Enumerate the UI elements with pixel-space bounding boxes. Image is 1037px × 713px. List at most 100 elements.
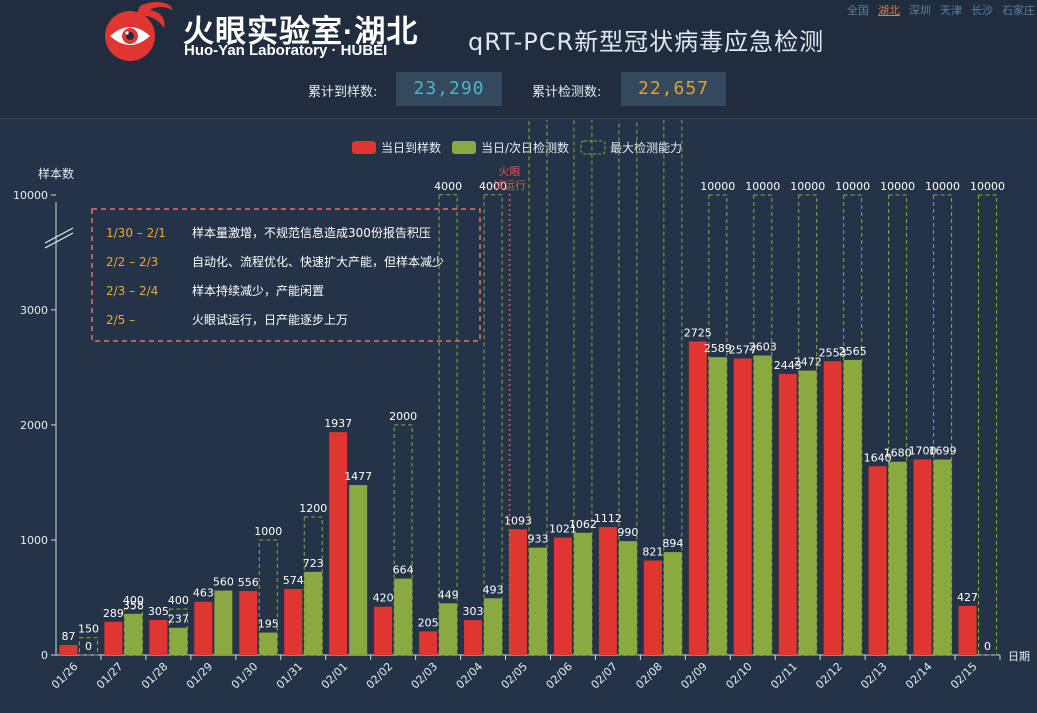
city-tab-2[interactable]: 深圳 [909, 4, 931, 17]
tested-bar-12 [618, 541, 637, 655]
y-tick-label-3: 3000 [20, 304, 48, 317]
capacity-label-16: 10000 [790, 180, 825, 193]
received-total-value: 23,290 [396, 72, 502, 106]
tested-label-8: 449 [438, 588, 459, 601]
trial-marker-label-1: 火眼 [499, 165, 521, 178]
received-label-7: 420 [373, 592, 394, 605]
annotation-text-3: 火眼试运行，日产能逐步上万 [192, 312, 348, 327]
city-tab-1[interactable]: 湖北 [878, 4, 900, 17]
x-tick-label-1: 01/27 [94, 660, 126, 692]
capacity-bar-13 [663, 120, 683, 656]
received-bar-3 [194, 601, 213, 655]
y-tick-label-2: 2000 [20, 419, 48, 432]
legend-label-1: 当日/次日检测数 [481, 140, 569, 155]
x-tick-label-14: 02/09 [678, 660, 710, 692]
daily-testing-chart: 当日到样数 当日/次日检测数 最大检测能力样本数010002000300010000… [13, 120, 1030, 692]
capacity-label-17: 10000 [835, 180, 870, 193]
tested-label-17: 2565 [839, 345, 867, 358]
tested-label-10: 933 [528, 533, 549, 546]
received-bar-20 [958, 605, 977, 655]
legend-swatch-1 [452, 141, 476, 154]
annotation-date-3: 2/5 – [106, 313, 135, 327]
capacity-label-14: 10000 [700, 180, 735, 193]
legend-swatch-0 [352, 141, 376, 154]
tested-bar-3 [214, 590, 233, 655]
annotation-text-2: 样本持续减少，产能闲置 [192, 283, 324, 298]
x-tick-label-15: 02/10 [723, 660, 755, 692]
annotation-text-1: 自动化、流程优化、快速扩大产能，但样本减少 [192, 254, 444, 269]
capacity-bar-9 [483, 194, 503, 656]
received-bar-19 [913, 459, 932, 655]
x-tick-label-6: 02/01 [319, 660, 351, 692]
y-tick-label-0: 0 [41, 649, 48, 662]
tested-label-6: 1477 [344, 470, 372, 483]
city-tab-3[interactable]: 天津 [940, 4, 962, 17]
tested-bar-17 [843, 359, 862, 655]
x-tick-label-13: 02/08 [633, 660, 665, 692]
tested-bar-18 [888, 461, 907, 655]
received-label-3: 463 [193, 587, 214, 600]
city-tab-5[interactable]: 石家庄 [1002, 4, 1035, 17]
x-tick-label-9: 02/04 [454, 660, 486, 692]
received-label-0: 87 [61, 630, 75, 643]
tested-bar-2 [169, 627, 188, 655]
x-tick-label-4: 01/30 [229, 660, 261, 692]
received-bar-5 [284, 588, 303, 655]
received-label-15: 2577 [729, 344, 757, 357]
x-tick-label-8: 02/03 [409, 660, 441, 692]
received-label-12: 1112 [594, 512, 622, 525]
tested-bar-4 [259, 632, 278, 655]
received-label-17: 2553 [819, 346, 847, 359]
annotation-box [91, 208, 481, 342]
received-label-6: 1937 [324, 417, 352, 430]
received-label-4: 556 [238, 576, 259, 589]
annotation-text-0: 样本量激增，不规范信息造成300份报告积压 [192, 225, 431, 240]
tested-bar-15 [753, 355, 772, 655]
tested-bar-16 [798, 370, 817, 655]
received-bar-14 [688, 341, 707, 655]
logo-title-cn: 火眼实验室·湖北 [183, 14, 419, 49]
city-tab-4[interactable]: 长沙 [971, 4, 993, 17]
legend-label-0: 当日到样数 [381, 140, 441, 155]
received-bar-9 [464, 620, 483, 655]
received-bar-10 [509, 529, 527, 655]
x-tick-label-16: 02/11 [768, 660, 800, 692]
tested-bar-9 [484, 598, 503, 655]
y-axis-break-mark-2 [44, 232, 74, 249]
tested-bar-19 [933, 459, 952, 655]
x-tick-label-18: 02/13 [858, 660, 890, 692]
annotation-date-0: 1/30 – 2/1 [106, 226, 166, 240]
capacity-label-8: 4000 [434, 180, 462, 193]
tested-bar-7 [394, 578, 413, 655]
received-bar-16 [778, 373, 797, 655]
eye-logo-icon [105, 2, 173, 61]
x-tick-label-3: 01/29 [184, 660, 216, 692]
capacity-label-18: 10000 [880, 180, 915, 193]
legend-swatch-2 [580, 140, 606, 155]
x-tick-label-12: 02/07 [588, 660, 620, 692]
tested-bar-1 [124, 613, 143, 655]
capacity-bar-8 [438, 194, 458, 656]
page-title: qRT-PCR新型冠状病毒应急检测 [468, 28, 825, 56]
capacity-bar-20 [978, 194, 998, 656]
capacity-bar-11 [573, 120, 593, 656]
x-tick-label-11: 02/06 [543, 660, 575, 692]
tested-label-5: 723 [303, 557, 324, 570]
x-tick-label-10: 02/05 [499, 660, 531, 692]
received-total-label: 累计到样数: [308, 85, 378, 100]
received-bar-11 [553, 537, 572, 655]
y-axis-break-mark-1 [44, 227, 74, 244]
received-bar-13 [643, 560, 662, 655]
received-label-18: 1640 [864, 451, 892, 464]
tested-label-1: 358 [123, 599, 144, 612]
tested-total-value: 22,657 [621, 72, 726, 106]
tested-label-11: 1062 [569, 518, 597, 531]
tested-bar-11 [573, 532, 592, 655]
city-tab-0[interactable]: 全国 [847, 4, 869, 17]
tested-bar-13 [663, 552, 682, 655]
received-bar-6 [329, 432, 348, 655]
capacity-bar-0 [78, 637, 98, 656]
city-nav: 全国 湖北 深圳 天津 长沙 石家庄 [838, 2, 1035, 18]
capacity-label-4: 1000 [254, 525, 282, 538]
x-axis-title: 日期 [1008, 650, 1030, 663]
